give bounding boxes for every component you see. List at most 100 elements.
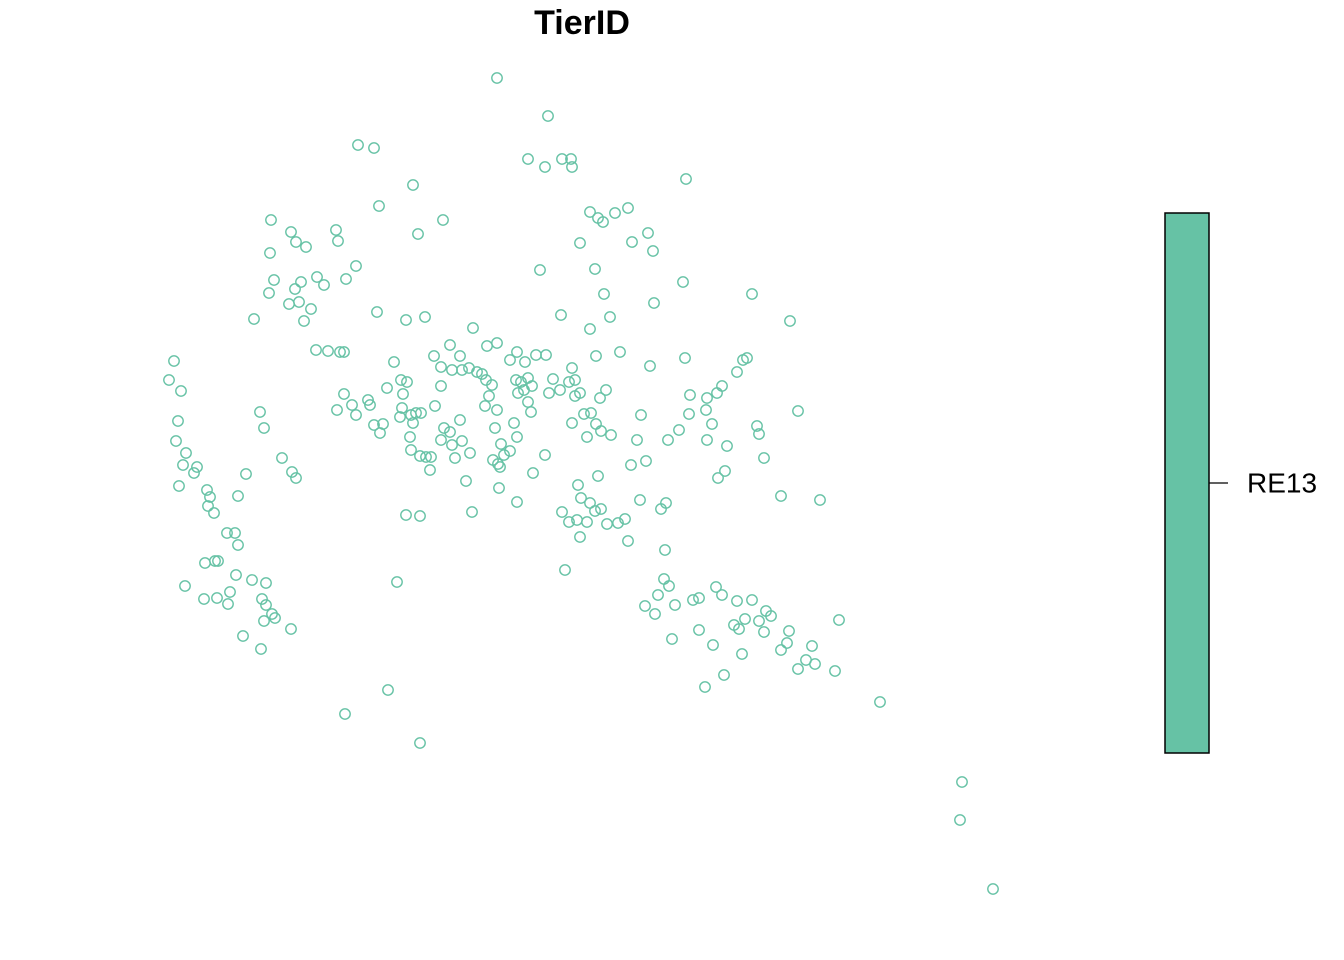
point xyxy=(595,503,607,515)
point xyxy=(374,427,386,439)
point xyxy=(254,406,266,418)
point xyxy=(311,271,323,283)
point xyxy=(512,387,524,399)
point xyxy=(522,396,534,408)
point xyxy=(809,658,821,670)
point xyxy=(199,557,211,569)
point xyxy=(428,350,440,362)
point xyxy=(677,276,689,288)
point xyxy=(711,387,723,399)
point xyxy=(556,506,568,518)
point xyxy=(224,586,236,598)
point xyxy=(542,110,554,122)
point xyxy=(784,315,796,327)
point xyxy=(437,214,449,226)
point xyxy=(527,467,539,479)
point xyxy=(597,216,609,228)
point xyxy=(581,516,593,528)
point xyxy=(388,356,400,368)
point xyxy=(464,447,476,459)
point xyxy=(395,374,407,386)
point xyxy=(716,380,728,392)
point xyxy=(491,404,503,416)
point xyxy=(394,411,406,423)
point xyxy=(471,366,483,378)
point xyxy=(208,507,220,519)
point xyxy=(625,459,637,471)
point xyxy=(425,451,437,463)
point xyxy=(305,303,317,315)
point xyxy=(566,362,578,374)
point xyxy=(584,323,596,335)
point xyxy=(566,417,578,429)
point xyxy=(578,408,590,420)
point xyxy=(753,428,765,440)
point xyxy=(684,389,696,401)
point xyxy=(429,400,441,412)
point xyxy=(298,315,310,327)
point xyxy=(368,142,380,154)
point xyxy=(476,368,488,380)
point xyxy=(424,464,436,476)
point xyxy=(783,625,795,637)
point xyxy=(746,594,758,606)
point xyxy=(290,236,302,248)
point xyxy=(260,599,272,611)
point xyxy=(518,384,530,396)
point xyxy=(515,376,527,388)
point xyxy=(340,273,352,285)
point xyxy=(775,490,787,502)
point xyxy=(559,564,571,576)
point xyxy=(454,414,466,426)
point xyxy=(775,644,787,656)
point xyxy=(401,376,413,388)
point xyxy=(175,385,187,397)
point xyxy=(276,452,288,464)
point xyxy=(699,681,711,693)
point xyxy=(555,309,567,321)
point xyxy=(170,435,182,447)
point xyxy=(758,626,770,638)
point xyxy=(346,399,358,411)
point xyxy=(362,394,374,406)
point xyxy=(731,366,743,378)
point xyxy=(286,466,298,478)
point xyxy=(491,337,503,349)
point xyxy=(293,296,305,308)
point xyxy=(498,449,510,461)
point xyxy=(463,362,475,374)
point xyxy=(874,696,886,708)
point xyxy=(168,355,180,367)
point xyxy=(179,580,191,592)
point xyxy=(258,615,270,627)
point xyxy=(584,206,596,218)
point xyxy=(232,490,244,502)
point xyxy=(456,364,468,376)
legend-frame xyxy=(1164,212,1210,754)
point xyxy=(364,399,376,411)
point xyxy=(486,379,498,391)
point xyxy=(268,274,280,286)
point xyxy=(574,387,586,399)
point xyxy=(338,388,350,400)
point xyxy=(246,574,258,586)
point xyxy=(649,608,661,620)
point xyxy=(746,288,758,300)
point xyxy=(833,614,845,626)
point xyxy=(350,409,362,421)
point xyxy=(635,409,647,421)
point xyxy=(489,422,501,434)
point xyxy=(211,592,223,604)
point xyxy=(504,445,516,457)
point xyxy=(700,404,712,416)
point xyxy=(338,346,350,358)
point xyxy=(563,376,575,388)
point xyxy=(719,465,731,477)
point xyxy=(526,380,538,392)
point xyxy=(198,593,210,605)
legend: RE13 xyxy=(1164,212,1317,754)
point xyxy=(318,279,330,291)
point xyxy=(400,314,412,326)
point xyxy=(264,247,276,259)
